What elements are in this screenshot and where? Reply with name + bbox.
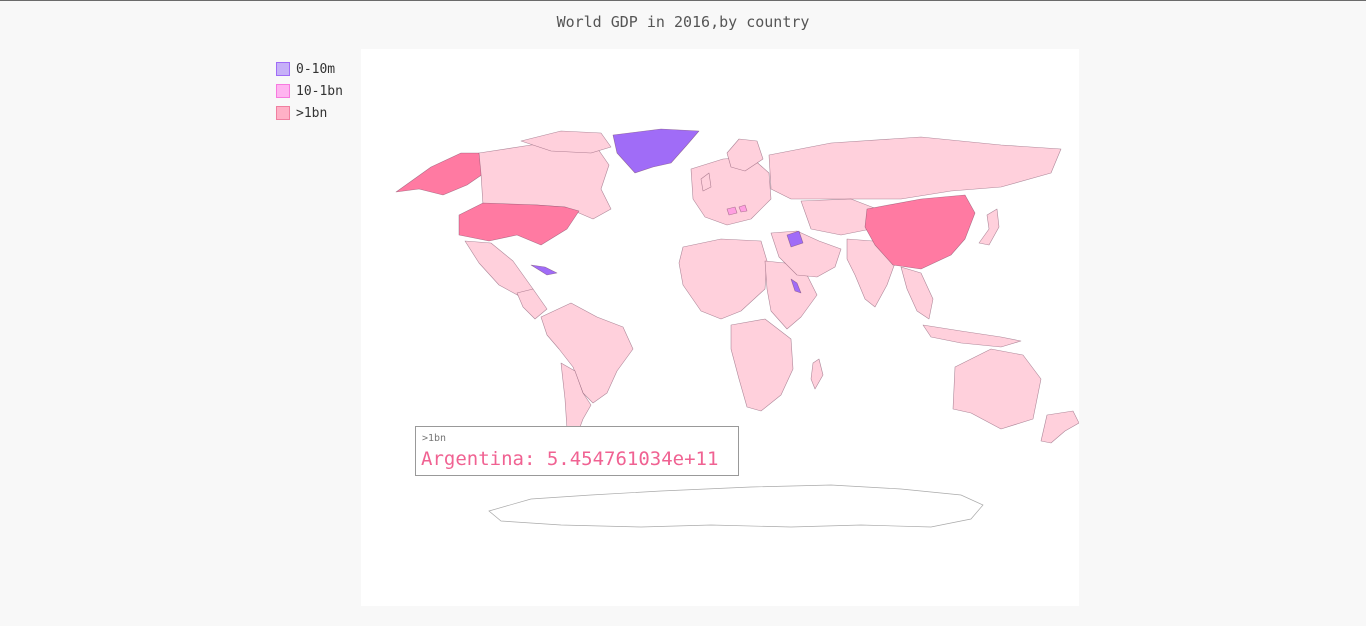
country-alaska[interactable] xyxy=(395,152,484,196)
legend-label: 10-1bn xyxy=(296,83,343,99)
tooltip-value: Argentina: 5.454761034e+11 xyxy=(421,448,719,470)
country-cuba[interactable] xyxy=(530,264,558,276)
country-australia[interactable] xyxy=(952,348,1042,430)
chart-title: World GDP in 2016,by country xyxy=(556,13,810,31)
legend-label: 0-10m xyxy=(296,61,336,77)
legend-swatch-1bn xyxy=(276,106,290,120)
legend-swatch-0-10m xyxy=(276,62,290,76)
legend-label: >1bn xyxy=(296,105,328,121)
top-border xyxy=(0,0,1366,1)
country-antarctica[interactable] xyxy=(488,484,984,528)
country-russia[interactable] xyxy=(768,136,1062,200)
country-canada-arctic-islands[interactable] xyxy=(520,130,612,154)
legend-item-10-1bn[interactable]: 10-1bn xyxy=(276,80,343,102)
country-africa-west[interactable] xyxy=(678,238,768,320)
tooltip-series: >1bn xyxy=(422,433,447,444)
map-plot-area xyxy=(361,49,1079,606)
country-eritrea[interactable] xyxy=(790,278,802,294)
country-central-america[interactable] xyxy=(516,288,548,320)
tooltip: >1bn Argentina: 5.454761034e+11 xyxy=(415,426,739,476)
country-china[interactable] xyxy=(864,194,976,270)
country-middle-east[interactable] xyxy=(770,230,842,278)
country-united-kingdom[interactable] xyxy=(700,172,712,192)
country-madagascar[interactable] xyxy=(810,358,824,390)
legend-item-0-10m[interactable]: 0-10m xyxy=(276,58,343,80)
country-united-states[interactable] xyxy=(458,202,580,246)
legend-item-1bn[interactable]: >1bn xyxy=(276,102,343,124)
country-slovenia[interactable] xyxy=(738,204,748,213)
country-indonesia[interactable] xyxy=(922,324,1022,348)
country-southeast-asia[interactable] xyxy=(900,266,934,320)
legend: 0-10m 10-1bn >1bn xyxy=(276,58,343,124)
country-brazil[interactable] xyxy=(540,302,634,404)
country-scandinavia[interactable] xyxy=(726,138,764,172)
country-africa-south[interactable] xyxy=(730,318,794,412)
country-japan[interactable] xyxy=(978,208,1000,246)
country-syria[interactable] xyxy=(786,230,804,248)
country-new-zealand[interactable] xyxy=(1040,410,1079,444)
country-central-asia[interactable] xyxy=(800,198,878,236)
legend-swatch-10-1bn xyxy=(276,84,290,98)
country-mexico[interactable] xyxy=(464,240,534,298)
world-map xyxy=(395,128,1079,528)
country-greenland[interactable] xyxy=(612,128,700,174)
country-switzerland[interactable] xyxy=(726,206,738,216)
